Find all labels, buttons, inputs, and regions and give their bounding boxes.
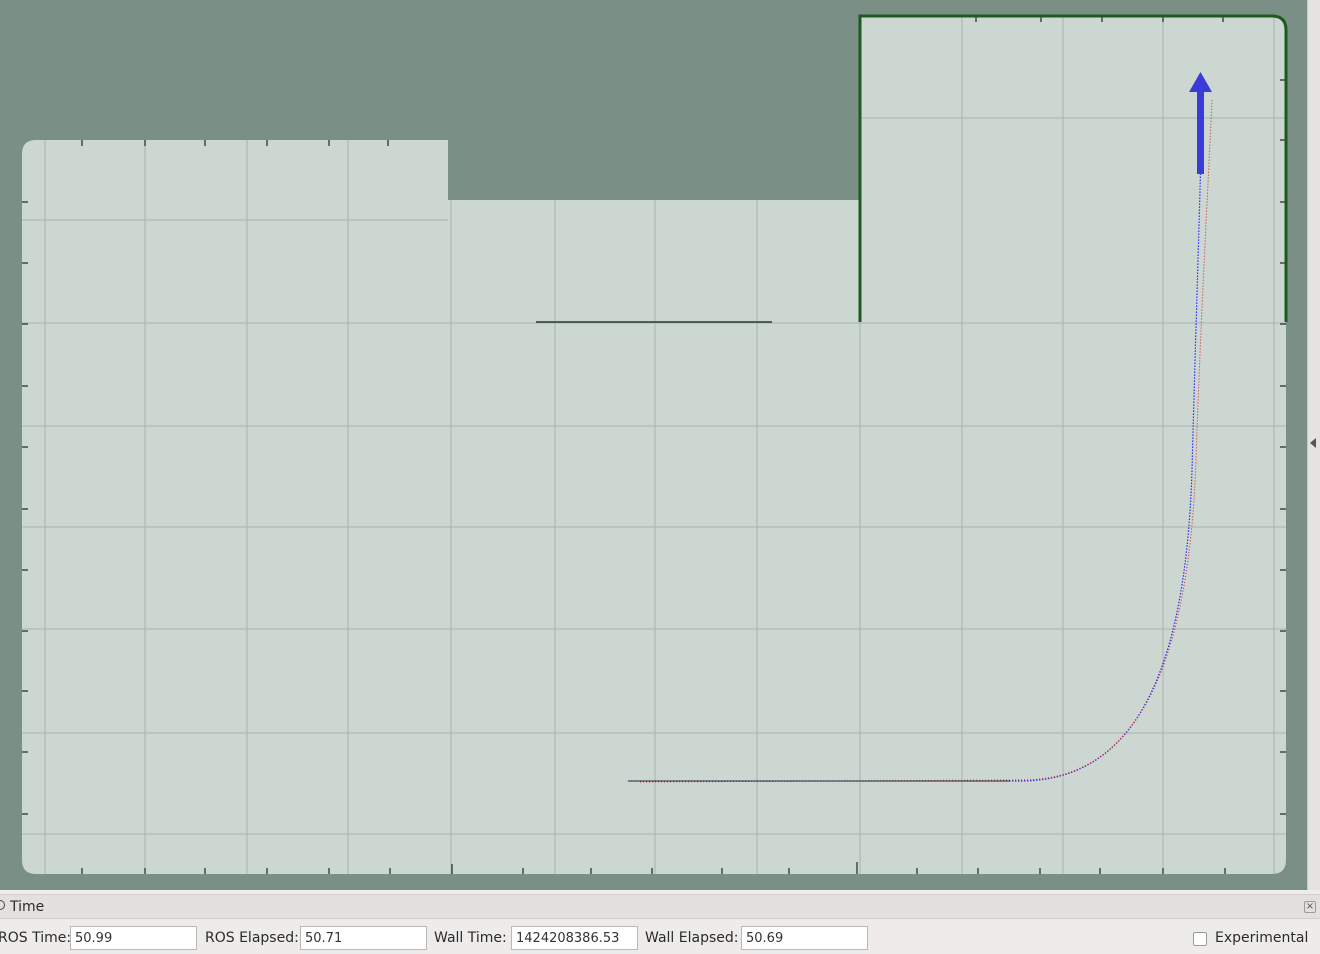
map-canvas[interactable] xyxy=(0,0,1307,890)
map-wall-stubs xyxy=(22,16,1286,874)
robot-pose-arrow xyxy=(1189,72,1212,174)
collapse-arrow-icon[interactable] xyxy=(1310,438,1316,448)
time-panel: Time × ROS Time: ROS Elapsed: Wall Time:… xyxy=(0,894,1320,954)
time-panel-title: Time xyxy=(10,899,45,915)
ros-time-field[interactable] xyxy=(70,926,197,950)
map-walls xyxy=(858,14,1288,322)
experimental-checkbox[interactable] xyxy=(1193,932,1207,946)
grid-lines xyxy=(22,16,1286,874)
odometry-path xyxy=(639,99,1213,783)
side-panel-strip xyxy=(1307,0,1320,890)
ros-elapsed-field[interactable] xyxy=(300,926,427,950)
ros-elapsed-label: ROS Elapsed: xyxy=(205,930,299,946)
close-panel-button[interactable]: × xyxy=(1304,901,1316,913)
clock-icon xyxy=(0,900,5,910)
ros-time-label: ROS Time: xyxy=(0,930,72,946)
planned-path xyxy=(628,149,1202,782)
wall-elapsed-field[interactable] xyxy=(741,926,868,950)
experimental-label: Experimental xyxy=(1215,930,1309,946)
wall-elapsed-label: Wall Elapsed: xyxy=(645,930,739,946)
render-viewport[interactable] xyxy=(0,0,1307,890)
wall-time-field[interactable] xyxy=(511,926,638,950)
map-free-space xyxy=(22,16,1286,874)
wall-time-label: Wall Time: xyxy=(434,930,507,946)
time-panel-header: Time × xyxy=(0,895,1320,919)
